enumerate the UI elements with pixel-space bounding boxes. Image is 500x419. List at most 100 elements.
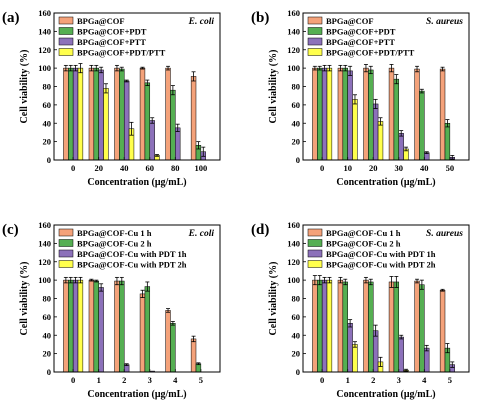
bar: [363, 67, 369, 161]
bar: [170, 323, 176, 373]
legend-swatch: [58, 239, 74, 247]
bar: [398, 336, 404, 373]
y-tick-label: 140: [38, 26, 51, 36]
y-tick-label: 20: [43, 349, 52, 359]
bar: [377, 121, 384, 161]
bar: [326, 279, 333, 373]
bar: [317, 279, 323, 373]
legend-swatch: [58, 16, 74, 25]
bar: [139, 67, 146, 161]
panel-label: (d): [251, 222, 269, 238]
bar: [388, 67, 395, 161]
bar: [398, 133, 404, 161]
bar: [337, 279, 344, 373]
bar: [144, 82, 151, 161]
x-tick-label: 20: [94, 163, 103, 173]
legend-label: BPGa@COF-Cu 1 h: [326, 228, 401, 238]
bar: [368, 281, 374, 373]
y-tick-label: 140: [38, 238, 51, 248]
y-tick-label: 140: [287, 26, 300, 36]
y-tick-label: 40: [292, 118, 301, 128]
bar: [368, 69, 374, 161]
legend-label: BPGa@COF+PDT/PTT: [77, 48, 166, 58]
organism-label: E. coli: [188, 17, 215, 27]
legend-swatch: [307, 16, 323, 25]
x-tick-label: 4: [422, 375, 427, 385]
y-tick-label: 20: [292, 349, 301, 359]
bar: [342, 281, 348, 373]
x-tick-label: 0: [320, 375, 324, 385]
x-tick-label: 0: [71, 375, 75, 385]
bar: [88, 67, 95, 161]
legend-label: BPGa@COF+PDT: [77, 27, 147, 37]
bar: [119, 280, 125, 373]
y-tick-label: 120: [287, 257, 300, 267]
y-tick-label: 60: [43, 312, 52, 322]
bar: [439, 289, 446, 373]
chart-panel-2: (b) 0 20 40 60 80 100 120 140 160 0 10 20 30 40 50 Conce…: [251, 8, 470, 188]
x-tick-label: 80: [171, 163, 180, 173]
y-tick-label: 160: [38, 8, 51, 18]
bar: [372, 103, 379, 161]
organism-label: S. aureus: [426, 229, 463, 239]
y-tick-label: 120: [38, 257, 51, 267]
bar: [419, 90, 425, 161]
legend-swatch: [307, 228, 323, 237]
y-tick-label: 100: [287, 63, 300, 73]
y-tick-label: 20: [292, 137, 301, 147]
x-tick-label: 3: [397, 375, 401, 385]
bar: [419, 284, 425, 373]
y-tick-label: 100: [38, 275, 51, 285]
bar: [63, 67, 69, 161]
y-tick-label: 120: [287, 45, 300, 55]
bar: [68, 279, 74, 373]
legend-label: BPGa@COF-Cu with PDT 1h: [326, 249, 436, 259]
x-tick-label: 0: [320, 163, 324, 173]
legend-label: BPGa@COF-Cu 1 h: [77, 228, 152, 238]
x-tick-label: 40: [420, 163, 429, 173]
bar: [123, 80, 130, 161]
organism-label: S. aureus: [426, 17, 463, 27]
bar: [352, 99, 358, 161]
legend-label: BPGa@COF+PTT: [326, 37, 395, 47]
legend-label: BPGa@COF-Cu with PDT 1h: [77, 249, 187, 259]
bar: [72, 279, 79, 373]
y-axis-title: Cell viability (%): [268, 262, 279, 336]
legend-swatch: [58, 37, 74, 46]
legend-swatch: [58, 27, 74, 35]
legend-label: BPGa@COF+PDT/PTT: [326, 48, 415, 58]
bar: [175, 127, 181, 161]
panel-label: (b): [251, 10, 269, 26]
bar: [352, 344, 358, 373]
legend-label: BPGa@COF-Cu 2 h: [326, 239, 401, 249]
bar: [77, 279, 84, 373]
bar: [388, 281, 395, 373]
legend-label: BPGa@COF: [77, 16, 125, 26]
panel-label: (a): [2, 10, 20, 26]
chart-panel-1: (a) 0 20 40 60 80 100 120 140 160 0 20 40 60 80 100 Conc…: [2, 8, 221, 188]
legend-swatch: [307, 260, 323, 268]
bar: [149, 120, 155, 161]
legend-swatch: [58, 249, 74, 258]
bar: [93, 67, 99, 161]
x-tick-label: 1: [97, 375, 101, 385]
bar: [372, 330, 379, 373]
bar: [119, 68, 125, 161]
bar: [312, 67, 318, 161]
bar: [114, 67, 120, 161]
x-axis-title: Concentration (μg/mL): [336, 177, 435, 188]
bar: [72, 67, 79, 161]
x-tick-label: 3: [148, 375, 152, 385]
x-axis-title: Concentration (μg/mL): [336, 389, 435, 400]
y-tick-label: 0: [47, 155, 51, 165]
bar: [337, 67, 344, 161]
y-tick-label: 40: [43, 118, 52, 128]
bar: [114, 280, 120, 373]
x-tick-label: 40: [120, 163, 129, 173]
bar: [393, 281, 400, 373]
bar: [424, 347, 430, 373]
x-tick-label: 5: [448, 375, 452, 385]
